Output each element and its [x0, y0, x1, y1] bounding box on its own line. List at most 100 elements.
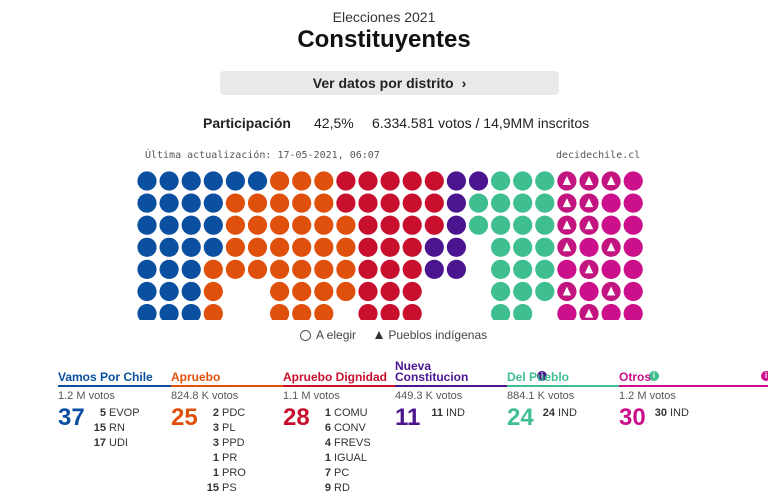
- seat-nueva: [424, 237, 444, 257]
- party-row: 17 UDI: [92, 436, 140, 451]
- seat-pueblo: [535, 171, 555, 191]
- party-seats: 30: [654, 407, 667, 419]
- info-icon[interactable]: i: [761, 371, 768, 381]
- seat-apruebo: [314, 215, 334, 235]
- seat-apruebo: [336, 259, 356, 279]
- seat-dignidad: [402, 237, 422, 257]
- coalition-card: Nueva Constitucion i 449.3 K votos 11 11 IND: [395, 360, 553, 430]
- seat-dignidad: [402, 259, 422, 279]
- party-row: 1 COMU: [317, 406, 371, 421]
- coalition-name-text: Apruebo: [171, 370, 221, 384]
- seat-otros: [579, 237, 599, 257]
- party-seats: 24: [542, 407, 555, 419]
- seat-otros: [557, 304, 577, 320]
- seat-apruebo: [336, 215, 356, 235]
- seat-apruebo: [270, 304, 290, 320]
- party-row: 1 PR: [205, 451, 246, 466]
- seat-pueblo: [513, 237, 533, 257]
- indigenous-seat-icon: [562, 176, 572, 185]
- party-seats: 2: [212, 407, 219, 419]
- seat-apruebo: [270, 193, 290, 213]
- seat-vamos: [181, 193, 201, 213]
- party-list: 24 IND: [541, 406, 577, 430]
- coalition-name-text: Del Pueblo: [507, 370, 570, 384]
- seat-apruebo: [292, 193, 312, 213]
- party-seats: 4: [324, 437, 331, 449]
- seat-dignidad: [380, 281, 400, 302]
- coalition-name-text: Vamos Por Chile: [58, 370, 153, 384]
- seat-dignidad: [358, 304, 378, 320]
- party-name: PDC: [222, 407, 246, 419]
- seat-pueblo: [535, 215, 555, 235]
- seat-vamos: [137, 304, 157, 320]
- seat-dignidad: [380, 304, 400, 320]
- seat-apruebo: [292, 259, 312, 279]
- seat-nueva: [446, 171, 466, 191]
- info-icon[interactable]: i: [537, 371, 547, 381]
- seat-apruebo: [270, 215, 290, 235]
- coalition-seats: 25: [171, 404, 198, 431]
- coalition-name: Del Pueblo i: [507, 365, 665, 387]
- coalition-votes: 1.2 M votos: [619, 390, 676, 402]
- seat-dignidad: [358, 281, 378, 302]
- party-name: EVOP: [109, 407, 140, 419]
- seat-dignidad: [402, 193, 422, 213]
- coalition-votes: 449.3 K votos: [395, 390, 463, 402]
- party-row: 15 RN: [92, 421, 140, 436]
- seat-pueblo: [513, 304, 533, 320]
- coalition-name: Apruebo Dignidad: [283, 365, 441, 387]
- party-row: 1 PRO: [205, 466, 246, 481]
- party-list: 11 IND: [429, 406, 465, 430]
- seat-dignidad: [336, 193, 356, 213]
- seat-vamos: [159, 215, 179, 235]
- pending-seat-icon: [300, 330, 311, 341]
- party-row: 11 IND: [429, 406, 465, 421]
- seat-dignidad: [380, 237, 400, 257]
- party-row: 9 RD: [317, 481, 371, 496]
- party-name: PR: [222, 452, 238, 464]
- party-name: IND: [446, 407, 465, 419]
- seat-nueva: [446, 215, 466, 235]
- seat-apruebo: [314, 171, 334, 191]
- seat-apruebo: [247, 215, 268, 235]
- seat-vamos: [159, 281, 179, 302]
- seat-otros: [623, 171, 643, 191]
- view-by-district-button[interactable]: Ver datos por distrito ›: [220, 71, 559, 95]
- party-name: COMU: [334, 407, 368, 419]
- seat-nueva: [468, 171, 489, 191]
- info-icon[interactable]: i: [649, 371, 659, 381]
- indigenous-seat-icon: [606, 176, 616, 185]
- seat-apruebo: [225, 237, 245, 257]
- seat-apruebo: [292, 304, 312, 320]
- coalition-name: Apruebo: [171, 365, 329, 387]
- party-row: 5 EVOP: [92, 406, 140, 421]
- party-list: 2 PDC 3 PL 3 PPD 1 PR 1 PRO 15 PS: [205, 406, 246, 496]
- indigenous-seat-icon: [606, 286, 616, 296]
- seat-apruebo: [314, 193, 334, 213]
- seat-apruebo: [336, 281, 356, 302]
- seat-vamos: [137, 237, 157, 257]
- indigenous-seat-icon: [562, 242, 572, 252]
- seat-pueblo: [513, 281, 533, 302]
- seat-apruebo: [336, 237, 356, 257]
- party-seats: 1: [212, 452, 219, 464]
- source-link[interactable]: decidechile.cl: [556, 150, 641, 161]
- seat-nueva: [446, 259, 466, 279]
- seat-apruebo: [314, 304, 334, 320]
- view-by-district-label: Ver datos por distrito: [312, 75, 454, 91]
- indigenous-seat-icon: [584, 308, 594, 318]
- seat-otros: [623, 193, 643, 213]
- seat-chart: [137, 171, 643, 320]
- party-seats: 1: [324, 407, 331, 419]
- triangle-icon: [375, 331, 384, 339]
- seat-otros: [601, 259, 621, 279]
- party-name: RN: [109, 422, 125, 434]
- seat-apruebo: [247, 237, 268, 257]
- party-seats: 1: [212, 467, 219, 479]
- seat-dignidad: [424, 215, 444, 235]
- coalition-votes: 1.1 M votos: [283, 390, 340, 402]
- chevron-right-icon: ›: [461, 75, 467, 91]
- coalition-name: Otros i: [619, 365, 768, 387]
- seat-apruebo: [225, 193, 245, 213]
- seat-apruebo: [270, 281, 290, 302]
